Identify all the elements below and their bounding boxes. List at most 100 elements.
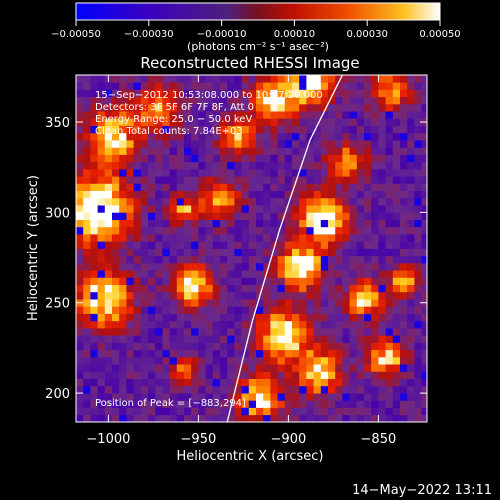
heatmap-cell bbox=[234, 313, 242, 322]
heatmap-cell bbox=[169, 118, 178, 126]
heatmap-cell bbox=[169, 328, 178, 336]
heatmap-cell bbox=[378, 219, 386, 228]
heatmap-cell bbox=[385, 197, 394, 206]
heatmap-cell bbox=[76, 400, 84, 408]
heatmap-cell bbox=[241, 371, 250, 379]
chart-title: Reconstructed RHESSI Image bbox=[140, 54, 359, 72]
heatmap-cell bbox=[328, 103, 336, 112]
heatmap-cell bbox=[400, 75, 408, 83]
heatmap-cell bbox=[392, 176, 401, 184]
heatmap-cell bbox=[176, 125, 185, 134]
heatmap-cell bbox=[76, 414, 84, 422]
heatmap-cell bbox=[328, 306, 336, 314]
heatmap-cell bbox=[119, 277, 127, 285]
heatmap-cell bbox=[169, 125, 178, 134]
heatmap-cell bbox=[119, 75, 127, 83]
heatmap-cell bbox=[349, 96, 358, 105]
heatmap-cell bbox=[148, 169, 156, 177]
heatmap-cell bbox=[270, 277, 278, 285]
heatmap-cell bbox=[212, 356, 221, 365]
heatmap-cell bbox=[234, 255, 242, 264]
heatmap-cell bbox=[234, 241, 242, 249]
heatmap-cell bbox=[356, 277, 365, 285]
heatmap-cell bbox=[392, 291, 401, 300]
heatmap-cell bbox=[184, 169, 192, 177]
heatmap-cell bbox=[227, 82, 235, 90]
heatmap-cell bbox=[234, 306, 242, 314]
heatmap-cell bbox=[335, 140, 343, 148]
heatmap-cell bbox=[133, 248, 142, 257]
heatmap-cell bbox=[364, 103, 372, 112]
heatmap-cell bbox=[299, 328, 307, 336]
heatmap-cell bbox=[335, 212, 343, 220]
heatmap-cell bbox=[299, 255, 307, 264]
heatmap-cell bbox=[349, 414, 358, 422]
heatmap-cell bbox=[364, 125, 372, 134]
heatmap-cell bbox=[421, 385, 427, 394]
heatmap-cell bbox=[126, 169, 134, 177]
heatmap-cell bbox=[371, 205, 379, 213]
heatmap-cell bbox=[148, 378, 156, 387]
heatmap-cell bbox=[248, 226, 257, 235]
heatmap-cell bbox=[284, 234, 293, 242]
heatmap-cell bbox=[248, 82, 257, 90]
heatmap-cell bbox=[205, 400, 214, 408]
heatmap-cell bbox=[184, 400, 192, 408]
heatmap-cell bbox=[90, 263, 98, 271]
heatmap-cell bbox=[320, 212, 329, 220]
heatmap-cell bbox=[212, 96, 221, 105]
heatmap-cell bbox=[392, 161, 401, 170]
heatmap-cell bbox=[191, 75, 199, 83]
heatmap-cell bbox=[169, 205, 178, 213]
heatmap-cell bbox=[97, 342, 106, 351]
heatmap-cell bbox=[400, 277, 408, 285]
heatmap-cell bbox=[83, 140, 91, 148]
heatmap-cell bbox=[234, 132, 242, 141]
heatmap-cell bbox=[112, 400, 120, 408]
heatmap-cell bbox=[284, 284, 293, 293]
heatmap-cell bbox=[306, 82, 314, 90]
heatmap-cell bbox=[83, 313, 91, 322]
heatmap-cell bbox=[306, 371, 314, 379]
heatmap-cell bbox=[234, 96, 242, 105]
heatmap-cell bbox=[342, 212, 350, 220]
heatmap-cell bbox=[234, 205, 242, 213]
heatmap-cell bbox=[392, 320, 401, 329]
heatmap-cell bbox=[356, 197, 365, 206]
heatmap-cell bbox=[140, 176, 149, 184]
heatmap-cell bbox=[263, 226, 271, 235]
heatmap-cell bbox=[248, 197, 257, 206]
heatmap-cell bbox=[83, 407, 91, 416]
heatmap-cell bbox=[421, 205, 427, 213]
heatmap-cell bbox=[371, 356, 379, 365]
heatmap-cell bbox=[292, 183, 300, 191]
heatmap-cell bbox=[191, 248, 199, 257]
heatmap-cell bbox=[140, 197, 149, 206]
heatmap-cell bbox=[356, 190, 365, 199]
heatmap-cell bbox=[385, 212, 394, 220]
heatmap-cell bbox=[313, 212, 322, 220]
heatmap-cell bbox=[119, 385, 127, 394]
heatmap-cell bbox=[306, 125, 314, 134]
heatmap-cell bbox=[385, 234, 394, 242]
heatmap-plot bbox=[76, 75, 427, 422]
heatmap-cell bbox=[335, 161, 343, 170]
heatmap-cell bbox=[112, 89, 120, 98]
heatmap-cell bbox=[256, 284, 264, 293]
heatmap-cell bbox=[320, 320, 329, 329]
heatmap-cell bbox=[313, 197, 322, 206]
heatmap-cell bbox=[284, 248, 293, 257]
heatmap-cell bbox=[97, 393, 106, 401]
heatmap-cell bbox=[97, 103, 106, 112]
heatmap-cell bbox=[306, 226, 314, 235]
heatmap-cell bbox=[306, 414, 314, 422]
heatmap-cell bbox=[212, 212, 221, 220]
heatmap-cell bbox=[421, 111, 427, 119]
heatmap-cell bbox=[292, 284, 300, 293]
heatmap-cell bbox=[90, 111, 98, 119]
heatmap-cell bbox=[256, 140, 264, 148]
heatmap-cell bbox=[277, 320, 286, 329]
heatmap-cell bbox=[306, 378, 314, 387]
heatmap-cell bbox=[320, 96, 329, 105]
heatmap-cell bbox=[119, 320, 127, 329]
